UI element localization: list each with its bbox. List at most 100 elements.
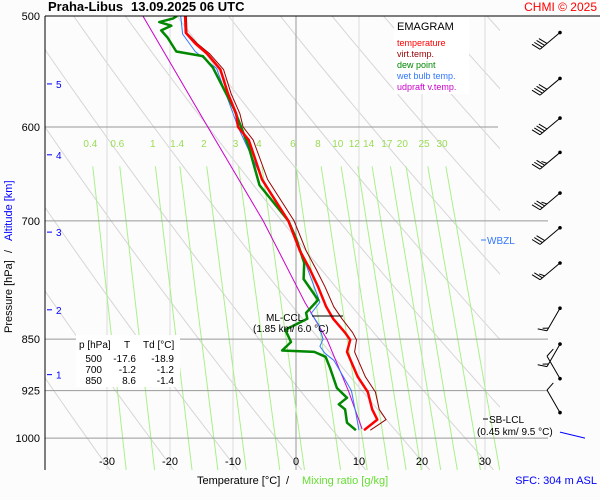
- mixing-ratio-line: [179, 166, 219, 470]
- mixing-ratio-label: 2: [201, 139, 207, 150]
- wind-barb-staff: [546, 355, 561, 379]
- sb-lcl-detail: (0.45 km/ 9.5 °C): [477, 427, 553, 438]
- pressure-tick-label: 925: [22, 386, 40, 398]
- dry-adiabat: [279, 16, 500, 275]
- mixing-ratio-line: [295, 166, 342, 470]
- dry-adiabat: [45, 48, 367, 470]
- table-cell: 850: [85, 376, 102, 387]
- dry-adiabat: [567, 0, 600, 485]
- pressure-tick-label: 850: [22, 334, 40, 346]
- sb-lcl-label: SB-LCL: [489, 415, 524, 426]
- mixing-ratio-label: 17: [381, 139, 393, 150]
- wind-barb-feather: [536, 235, 545, 242]
- mixing-ratio-line: [206, 166, 247, 470]
- legend-virt-temp: virt.temp.: [397, 49, 434, 59]
- dry-adiabat: [124, 16, 495, 470]
- series-wet-bulb-temp-: [180, 16, 360, 431]
- x-axis-label: Temperature [°C]: [197, 475, 280, 487]
- dry-adiabat: [45, 290, 175, 470]
- table-cell: -1.2: [119, 365, 137, 376]
- wbzl-label: WBZL: [487, 236, 515, 247]
- mixing-ratio-label: 0.6: [110, 139, 124, 150]
- mixing-ratio-label: 30: [436, 139, 448, 150]
- mixing-ratio-line: [357, 166, 407, 470]
- wind-barb-feather: [534, 87, 543, 94]
- wind-barb-feather: [536, 125, 545, 132]
- temperature-tick-label: 20: [416, 456, 428, 468]
- mixing-ratio-line: [320, 166, 368, 470]
- wind-barb-feather: [531, 43, 541, 50]
- station-name: Praha-Libus: [48, 0, 123, 14]
- wind-barb-staff: [539, 192, 561, 211]
- legend-dew-point: dew point: [397, 60, 436, 70]
- wind-barb-feather: [536, 200, 545, 207]
- legend-title: EMAGRAM: [397, 21, 454, 33]
- dry-adiabat: [382, 16, 500, 150]
- series-temperature: [183, 16, 379, 432]
- table-cell: -1.4: [157, 376, 175, 387]
- wind-barb-feather: [537, 328, 548, 332]
- wind-barb-feather: [546, 382, 554, 391]
- mixing-ratio-label: 12: [349, 139, 361, 150]
- series-virt-temp-: [185, 16, 387, 431]
- series-udpraft-v-temp-: [142, 16, 363, 430]
- ml-ccl-detail: (1.85 km/ 6.0 °C): [253, 324, 329, 335]
- wind-barb-feather: [536, 85, 545, 92]
- mixing-ratio-line: [427, 166, 481, 470]
- table-cell: -18.9: [151, 354, 174, 365]
- legend-temperature: temperature: [397, 38, 446, 48]
- wind-barb-feather: [531, 163, 541, 170]
- wind-barb-feather: [534, 41, 543, 48]
- copyright: CHMI © 2025: [524, 0, 597, 14]
- wind-barb-feather: [538, 83, 548, 90]
- mixing-ratio-line: [92, 166, 127, 470]
- mixing-ratio-line: [119, 166, 156, 470]
- mixing-ratio-label: 1.4: [170, 139, 184, 150]
- altitude-tick-label: 1: [56, 371, 62, 382]
- table-header-p: p [hPa]: [79, 340, 111, 351]
- wind-barb-feather: [534, 237, 543, 243]
- legend: EMAGRAM temperature virt.temp. dew point…: [394, 17, 469, 94]
- legend-updraft: udpraft v.temp.: [397, 82, 456, 92]
- mixing-ratio-line: [445, 166, 500, 470]
- legend-background: [394, 17, 469, 94]
- y-axis-separator: /: [3, 249, 15, 253]
- mixing-ratio-label: 8: [315, 139, 321, 150]
- mixing-ratio-line: [154, 166, 193, 470]
- wind-barbs: [531, 30, 586, 439]
- mixing-ratio-line: [405, 166, 458, 470]
- wind-barb-feather: [534, 161, 543, 168]
- values-table: p [hPa] T Td [°C] 500 -17.6 -18.9 700 -1…: [76, 335, 180, 387]
- mixing-ratio-label: 25: [418, 139, 430, 150]
- pressure-tick-label: 700: [22, 216, 40, 228]
- table-cell: -1.2: [157, 365, 175, 376]
- mixing-ratio-line: [261, 166, 305, 470]
- wind-barb-feather: [538, 38, 548, 44]
- x-axis-label-mixing-ratio: Mixing ratio [g/kg]: [302, 475, 388, 487]
- profile-series: [142, 16, 387, 432]
- wind-barb-feather: [531, 274, 541, 281]
- wind-barb-feather: [531, 239, 541, 245]
- temperature-tick-label: -10: [225, 456, 241, 468]
- axis-ticks: 0.4 0.6 1 1.4 2 3 4 6 8 10 12 14 17 20 25 3050060070085…: [16, 11, 492, 468]
- dry-adiabat: [45, 377, 111, 470]
- mixing-ratio-line: [238, 166, 281, 470]
- wind-barb-feather: [531, 204, 541, 211]
- dry-adiabat: [516, 0, 600, 485]
- temperature-tick-label: 0: [293, 456, 299, 468]
- mixing-ratio-label: 3: [233, 139, 239, 150]
- wind-barb-staff: [546, 343, 561, 367]
- surface-elevation: SFC: 304 m ASL: [515, 475, 597, 487]
- wind-barb-staff: [539, 262, 561, 281]
- temperature-tick-label: 10: [353, 456, 365, 468]
- table-cell: 700: [85, 365, 102, 376]
- table-cell: 8.6: [122, 376, 136, 387]
- wind-barb-feather: [539, 273, 545, 277]
- temperature-tick-label: -30: [99, 456, 115, 468]
- dry-adiabat: [176, 16, 500, 408]
- wind-barb-feather: [534, 127, 543, 134]
- wind-barb-feather: [541, 201, 548, 205]
- mixing-ratio-label: 4: [256, 139, 262, 150]
- temperature-tick-label: -20: [162, 456, 178, 468]
- mixing-ratio-label: 20: [397, 139, 409, 150]
